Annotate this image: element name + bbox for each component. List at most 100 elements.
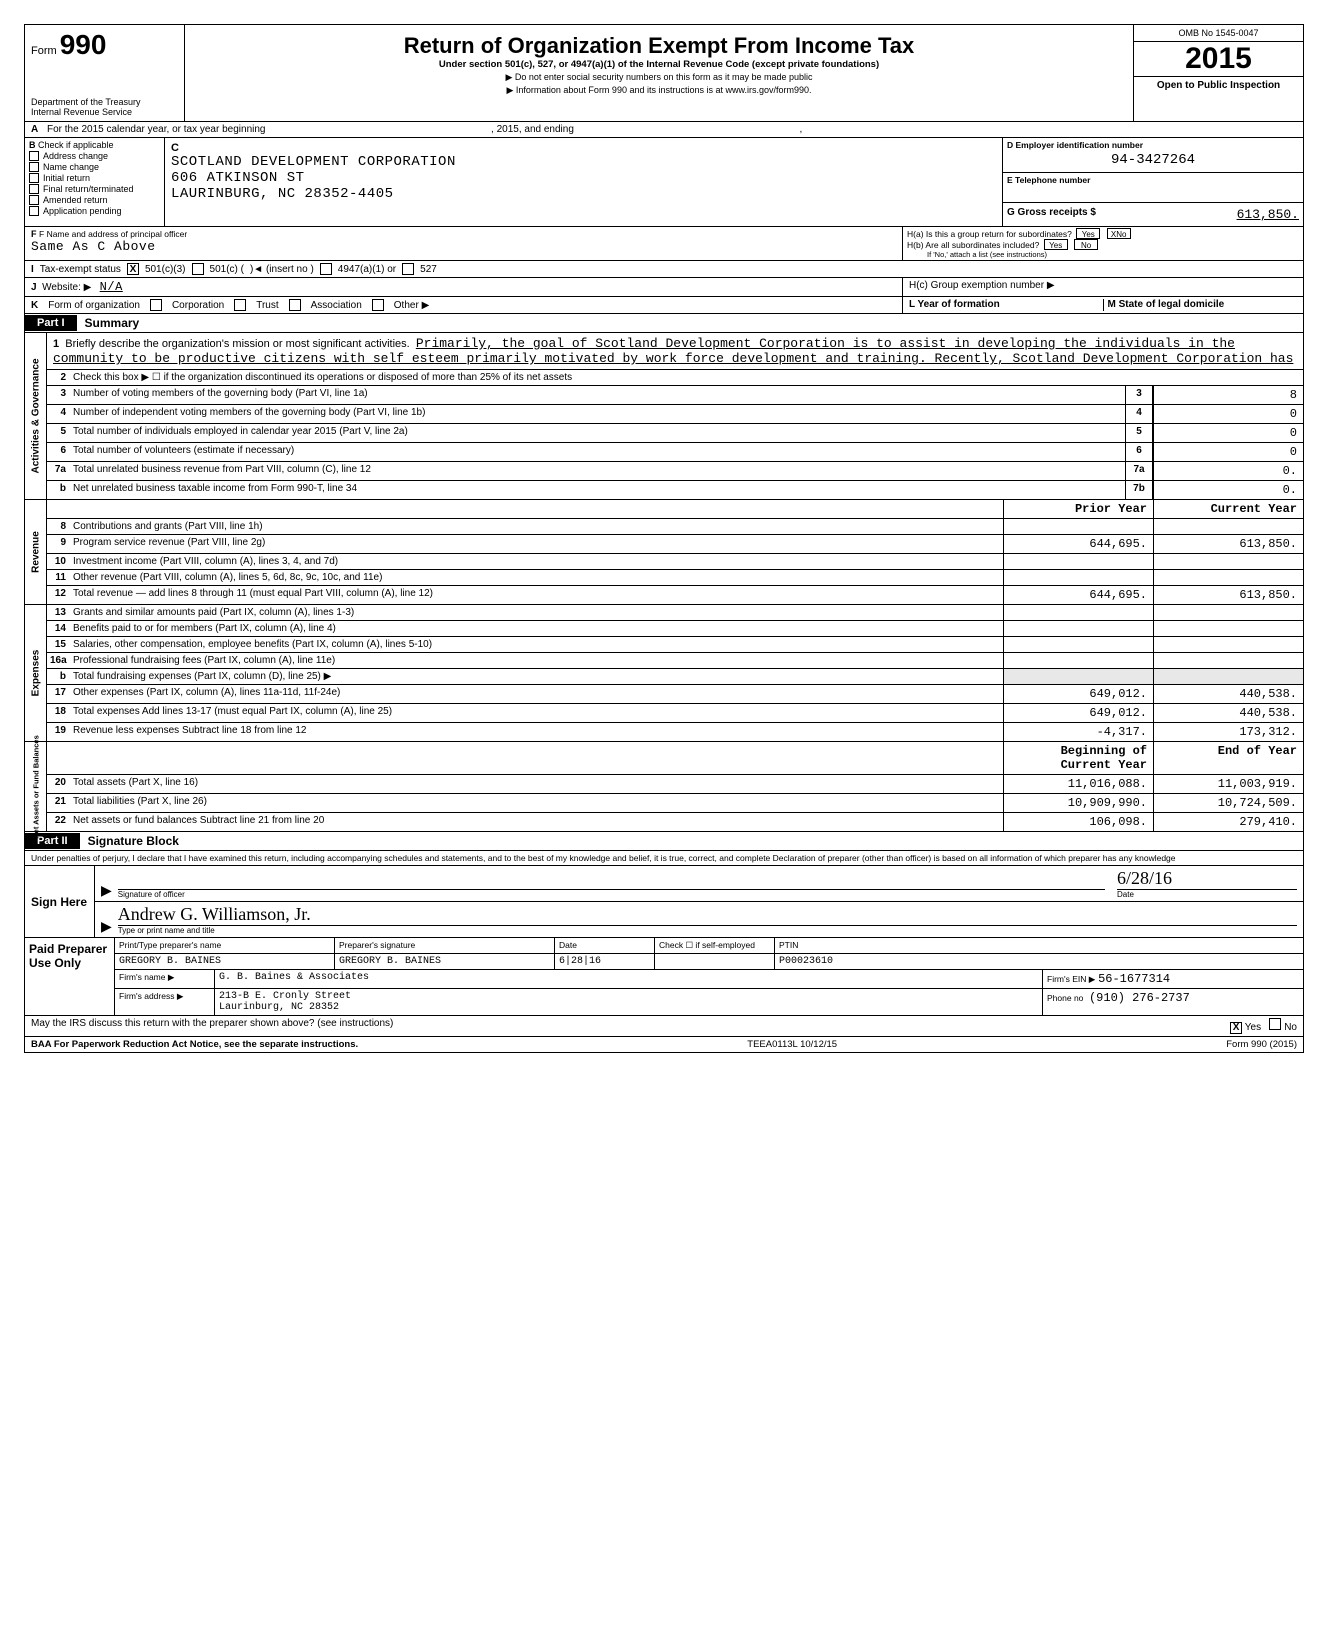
part-i-header: Part I Summary (25, 314, 1303, 333)
exp-line-18: 18Total expenses Add lines 13-17 (must e… (47, 704, 1303, 723)
row-i: I Tax-exempt status X 501(c)(3) 501(c) (… (25, 261, 1303, 278)
prep-ptin: P00023610 (775, 954, 1303, 969)
rev-line-10: 10Investment income (Part VIII, column (… (47, 554, 1303, 570)
prep-h1: Print/Type preparer's name (115, 938, 335, 953)
chk-name-change[interactable]: Name change (29, 162, 160, 172)
chk-trust[interactable] (234, 299, 246, 311)
rev-line-8: 8Contributions and grants (Part VIII, li… (47, 519, 1303, 535)
gov-line-7a: 7aTotal unrelated business revenue from … (47, 462, 1303, 481)
type-print-label: Type or print name and title (118, 926, 1297, 935)
firm-addr2: Laurinburg, NC 28352 (219, 1002, 339, 1013)
org-name: SCOTLAND DEVELOPMENT CORPORATION (171, 154, 996, 170)
chk-4947[interactable] (320, 263, 332, 275)
4947a1: 4947(a)(1) or (338, 264, 396, 275)
chk-amended[interactable]: Amended return (29, 195, 160, 205)
sig-officer-label: Signature of officer (118, 890, 1105, 899)
gov-line-4: 4Number of independent voting members of… (47, 405, 1303, 424)
g-receipts: G Gross receipts $ 613,850. (1003, 203, 1303, 226)
date-label: Date (1117, 890, 1297, 899)
form-number: 990 (60, 29, 107, 60)
exp-line-16a: 16aProfessional fundraising fees (Part I… (47, 653, 1303, 669)
hb-no[interactable]: No (1074, 239, 1098, 250)
discuss-row: May the IRS discuss this return with the… (25, 1016, 1303, 1037)
gov-line-6: 6Total number of volunteers (estimate if… (47, 443, 1303, 462)
ha-no[interactable]: XNo (1107, 228, 1131, 239)
net-line-22: 22Net assets or fund balances Subtract l… (47, 813, 1303, 831)
rev-header: Prior Year Current Year (47, 500, 1303, 519)
discuss-no-box[interactable] (1269, 1018, 1281, 1030)
prep-header-row: Print/Type preparer's name Preparer's si… (115, 938, 1303, 954)
501c3: 501(c)(3) (145, 264, 186, 275)
l-label: L Year of formation (909, 299, 1000, 310)
f-label: F Name and address of principal officer (39, 229, 187, 239)
prep-name-row: GREGORY B. BAINES GREGORY B. BAINES 6|28… (115, 954, 1303, 970)
firm-name-row: Firm's name ▶ G. B. Baines & Associates … (115, 970, 1303, 989)
hb-yes[interactable]: Yes (1044, 239, 1068, 250)
rev-line-12: 12Total revenue — add lines 8 through 11… (47, 586, 1303, 604)
exp-line-15: 15Salaries, other compensation, employee… (47, 637, 1303, 653)
discuss-yes-box[interactable]: X (1230, 1022, 1242, 1034)
hc-label: H(c) Group exemption number ▶ (903, 278, 1303, 296)
chk-501c[interactable] (192, 263, 204, 275)
chk-corp[interactable] (150, 299, 162, 311)
ha-yes[interactable]: Yes (1076, 228, 1100, 239)
irs-label: Internal Revenue Service (31, 107, 178, 117)
exp-block: Expenses 13Grants and similar amounts pa… (25, 605, 1303, 742)
gov-line-3: 3Number of voting members of the governi… (47, 386, 1303, 405)
g-value: 613,850. (1237, 207, 1299, 222)
chk-initial-return[interactable]: Initial return (29, 173, 160, 183)
firm-addr-row: Firm's address ▶ 213-B E. Cronly Street … (115, 989, 1303, 1015)
row-f-h: F F Name and address of principal office… (25, 227, 1303, 261)
prep-h3: Date (555, 938, 655, 953)
row-j: J Website: ▶ N/A H(c) Group exemption nu… (25, 278, 1303, 297)
chk-527[interactable] (402, 263, 414, 275)
h-a: H(a) Is this a group return for subordin… (907, 229, 1072, 239)
sig-officer-line[interactable]: ▶ Signature of officer 6/28/16 Date (95, 866, 1303, 902)
gov-block: Activities & Governance 1 Briefly descri… (25, 333, 1303, 500)
right-header-box: OMB No 1545-0047 2015 Open to Public Ins… (1133, 25, 1303, 121)
addr-label: Firm's address ▶ (115, 989, 215, 1015)
net-line-21: 21Total liabilities (Part X, line 26)10,… (47, 794, 1303, 813)
exp-line-17: 17Other expenses (Part IX, column (A), l… (47, 685, 1303, 704)
h-b: H(b) Are all subordinates included? (907, 240, 1039, 250)
vlabel-net: Net Assets or Fund Balances (25, 742, 47, 831)
phone-label: Phone no (1047, 993, 1083, 1003)
chk-final-return[interactable]: Final return/terminated (29, 184, 160, 194)
insert-no: )◄ (insert no ) (250, 264, 314, 275)
chk-address-change[interactable]: Address change (29, 151, 160, 161)
sig-date: 6/28/16 (1117, 868, 1297, 890)
col-c: C SCOTLAND DEVELOPMENT CORPORATION 606 A… (165, 138, 1003, 226)
footer-mid: TEEA0113L 10/12/15 (747, 1039, 837, 1050)
prep-h5: PTIN (775, 938, 1303, 953)
signature-block: Under penalties of perjury, I declare th… (25, 851, 1303, 938)
net-block: Net Assets or Fund Balances Beginning of… (25, 742, 1303, 832)
line-2: 2Check this box ▶ ☐ if the organization … (47, 370, 1303, 386)
line-a-left: For the 2015 calendar year, or tax year … (47, 124, 265, 135)
col-begin: Beginning of Current Year (1003, 742, 1153, 774)
check-if-applicable: Check if applicable (38, 140, 114, 150)
part-i-title: Summary (77, 314, 148, 332)
501c: 501(c) ( (210, 264, 244, 275)
omb-label: OMB No 1545-0047 (1134, 25, 1303, 42)
prep-h2: Preparer's signature (335, 938, 555, 953)
exp-line-19: 19Revenue less expenses Subtract line 18… (47, 723, 1303, 741)
chk-assoc[interactable] (289, 299, 301, 311)
col-prior: Prior Year (1003, 500, 1153, 518)
chk-other[interactable] (372, 299, 384, 311)
chk-501c3[interactable]: X (127, 263, 139, 275)
website-value: N/A (100, 280, 123, 294)
form-990-page: Form 990 Department of the Treasury Inte… (24, 24, 1304, 1053)
firm-label: Firm's name ▶ (115, 970, 215, 988)
chk-app-pending[interactable]: Application pending (29, 206, 160, 216)
sig-declaration: Under penalties of perjury, I declare th… (25, 851, 1303, 866)
part-i-tab: Part I (25, 315, 77, 331)
org-addr: 606 ATKINSON ST (171, 170, 996, 186)
footer-left: BAA For Paperwork Reduction Act Notice, … (31, 1039, 358, 1050)
col-d: D Employer identification number 94-3427… (1003, 138, 1303, 226)
e-tel-label: E Telephone number (1003, 173, 1303, 203)
firm-phone: (910) 276-2737 (1089, 991, 1190, 1005)
firm-name: G. B. Baines & Associates (215, 970, 1043, 988)
triangle-icon: ▶ (101, 918, 112, 935)
line-a: A For the 2015 calendar year, or tax yea… (25, 122, 1303, 138)
net-line-20: 20Total assets (Part X, line 16)11,016,0… (47, 775, 1303, 794)
